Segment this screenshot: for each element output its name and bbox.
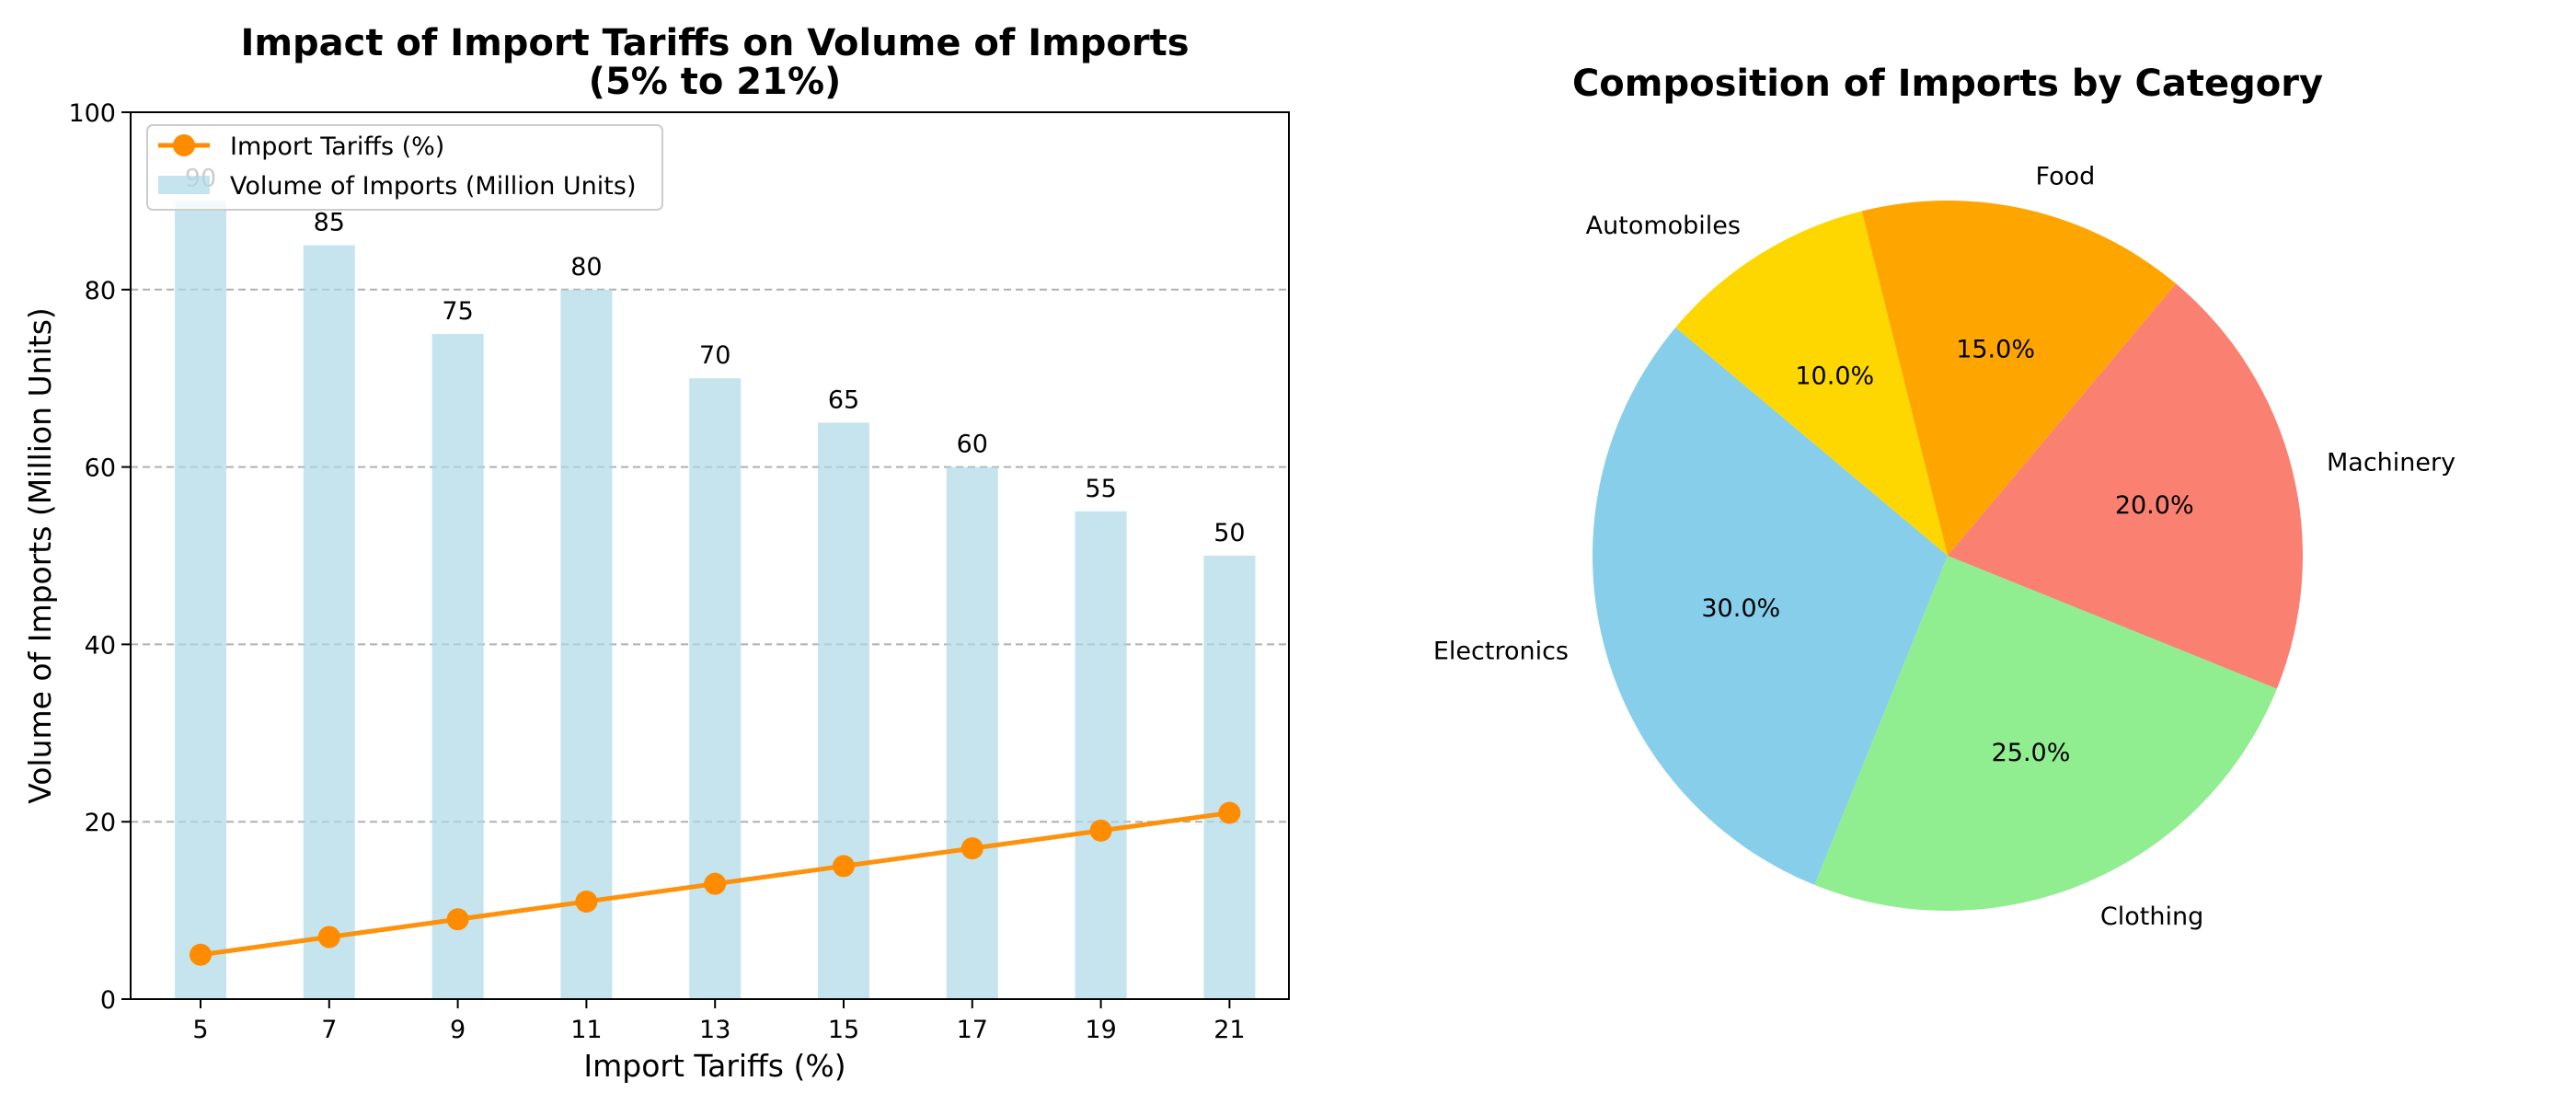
bar-value-label: 50: [1213, 519, 1245, 547]
x-tick-label: 17: [957, 1016, 988, 1044]
pie-slice: [1948, 283, 2304, 689]
bar-line-chart: Impact of Import Tariffs on Volume of Im…: [22, 22, 1290, 1084]
tariff-point: [1089, 819, 1112, 842]
x-tick-label: 9: [450, 1016, 466, 1044]
bar-chart-title: Impact of Import Tariffs on Volume of Im…: [240, 22, 1189, 64]
pie-labels: 30.0% Electronics 25.0% Clothing 20.0% Machin…: [1433, 162, 2455, 931]
x-tick-label: 19: [1085, 1016, 1116, 1044]
bar: [175, 201, 226, 999]
pie-slice: [1675, 211, 1948, 556]
x-tick-label: 11: [570, 1016, 602, 1044]
bar-value-label: 75: [442, 297, 473, 326]
bar-value-label: 70: [699, 341, 730, 370]
bar: [1203, 556, 1256, 999]
x-axis-label: Import Tariffs (%): [583, 1048, 845, 1084]
plot-frame: [130, 111, 1290, 1000]
bar: [818, 422, 869, 999]
y-tick-label: 40: [85, 631, 116, 660]
tariff-point: [960, 837, 983, 860]
y-tick-label: 60: [85, 454, 116, 483]
tariff-point: [833, 855, 855, 878]
pie-chart-title: Composition of Imports by Category: [1572, 63, 2323, 105]
bar: [560, 289, 613, 999]
pie-percent-label: 10.0%: [1795, 362, 1874, 391]
x-tick-label: 13: [699, 1016, 730, 1044]
tariff-point: [704, 872, 727, 895]
pie-slices: [1593, 201, 2304, 911]
pie-category-label: Electronics: [1433, 638, 1569, 666]
pie-category-label: Automobiles: [1586, 212, 1741, 240]
y-tick-label: 0: [100, 986, 116, 1015]
pie-slice: [1814, 556, 2277, 911]
tariff-point: [446, 908, 469, 931]
legend-box: [146, 124, 663, 211]
y-tick-label: 20: [85, 809, 116, 837]
tariff-point: [317, 926, 340, 949]
bar: [1075, 511, 1127, 999]
x-tick-label: 5: [192, 1016, 208, 1044]
x-tick-label: 15: [828, 1016, 859, 1044]
x-axis-ticks: 5 7 9 11 13 15 17 19 21: [192, 999, 1246, 1044]
tariff-point: [190, 943, 212, 966]
pie-percent-label: 25.0%: [1992, 739, 2071, 767]
legend-line-marker: [173, 134, 195, 156]
legend-label-tariffs: Import Tariffs (%): [230, 132, 444, 161]
pie-slice: [1861, 201, 2177, 557]
x-tick-label: 21: [1213, 1016, 1245, 1044]
pie-category-label: Clothing: [2100, 903, 2203, 931]
bar-value-label: 65: [828, 385, 859, 414]
bar-chart-subtitle: (5% to 21%): [589, 61, 842, 103]
bar-value-label: 80: [570, 253, 602, 282]
pie-percent-label: 15.0%: [1956, 335, 2035, 363]
bar-value-label: 60: [957, 431, 988, 459]
pie-percent-label: 20.0%: [2115, 491, 2194, 520]
pie-percent-label: 30.0%: [1701, 594, 1780, 623]
bar-value-label: 85: [314, 209, 345, 237]
pie-chart: Composition of Imports by Category 30.0%…: [1433, 63, 2455, 931]
tariff-point: [575, 890, 598, 913]
legend: Import Tariffs (%) Volume of Imports (Mi…: [146, 124, 663, 211]
y-tick-label: 80: [85, 277, 116, 305]
bar: [946, 466, 998, 1000]
pie-category-label: Food: [2036, 162, 2096, 190]
tariff-line: [190, 801, 1241, 966]
x-tick-label: 7: [321, 1016, 337, 1044]
bar: [431, 334, 484, 999]
bar: [303, 245, 355, 1000]
bar: [689, 378, 742, 999]
y-tick-label: 100: [68, 99, 116, 128]
legend-label-volume: Volume of Imports (Million Units): [230, 172, 636, 201]
bars: [175, 201, 1256, 1000]
y-axis-label: Volume of Imports (Million Units): [22, 307, 58, 804]
bar-value-label: 55: [1085, 475, 1116, 503]
tariff-point: [1218, 801, 1241, 824]
y-axis-ticks: 0 20 40 60 80 100: [68, 99, 131, 1015]
legend-bar-swatch: [158, 176, 210, 194]
pie-category-label: Machinery: [2327, 448, 2455, 477]
pie-slice: [1593, 327, 1948, 885]
